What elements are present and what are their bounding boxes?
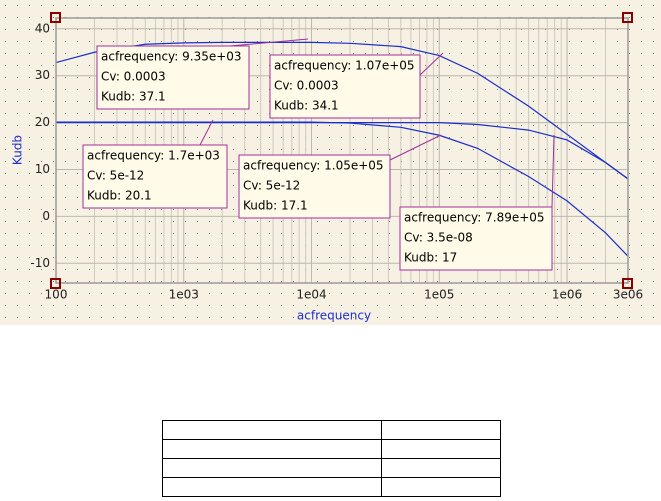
x-tick-label: 1e06 [552,288,582,302]
marker-text: Kudb: 17 [404,251,457,265]
y-axis-label: Kudb [11,135,25,165]
y-tick-label: -10 [30,256,50,270]
marker-box [238,154,391,219]
series-line [55,41,629,180]
marker-text: Cv: 5e-12 [87,169,144,183]
marker-text: Kudb: 34.1 [274,99,339,113]
handle [622,12,633,23]
handle [50,278,61,289]
corner-handles [50,12,633,289]
x-tick-label: 1e05 [424,288,454,302]
table [162,420,501,497]
marker-text: Cv: 0.0003 [274,79,339,93]
x-tick-label: 3e06 [613,288,643,302]
x-tick-label: 1e04 [296,288,326,302]
marker-box [399,206,553,271]
marker-leader [419,52,444,76]
y-tick-label: 10 [35,162,50,176]
marker-text: Cv: 5e-12 [243,179,300,193]
marker-text: Kudb: 20.1 [87,189,152,203]
x-tick-label: 100 [45,288,68,302]
marker-text: acfrequency: 1.07e+05 [274,59,415,73]
marker-leader [229,38,309,47]
handle [622,278,633,289]
marker-text: Cv: 3.5e-08 [404,231,473,245]
x-tick-label: 1e03 [169,288,199,302]
y-tick-label: 40 [35,21,50,35]
handle [50,12,61,23]
marker-text: acfrequency: 9.35e+03 [101,50,242,64]
marker-box [82,144,228,209]
y-tick-label: 30 [35,68,50,82]
marker-text: acfrequency: 1.05e+05 [243,159,384,173]
plot-frame [55,17,629,284]
y-tick-label: 0 [42,209,50,223]
marker-text: Kudb: 37.1 [101,90,166,104]
x-axis-label: acfrequency [297,309,371,323]
y-tick-label: 20 [35,115,50,129]
marker-leader [199,119,214,146]
marker-leader [551,134,555,208]
markers: acfrequency: 9.35e+03 Cv: 0.0003 Kudb: 37.… [82,38,555,271]
labels: 100 1e03 1e04 1e05 1e06 3e06 -10 0 10 20 30 40 [30,21,643,301]
marker-box [96,45,250,110]
marker-text: acfrequency: 7.89e+05 [404,211,545,225]
marker-text: Kudb: 17.1 [243,199,308,213]
marker-text: acfrequency: 1.7e+03 [87,149,220,163]
marker-leader [389,134,442,161]
marker-text: Cv: 0.0003 [101,70,166,84]
marker-box [269,54,421,119]
